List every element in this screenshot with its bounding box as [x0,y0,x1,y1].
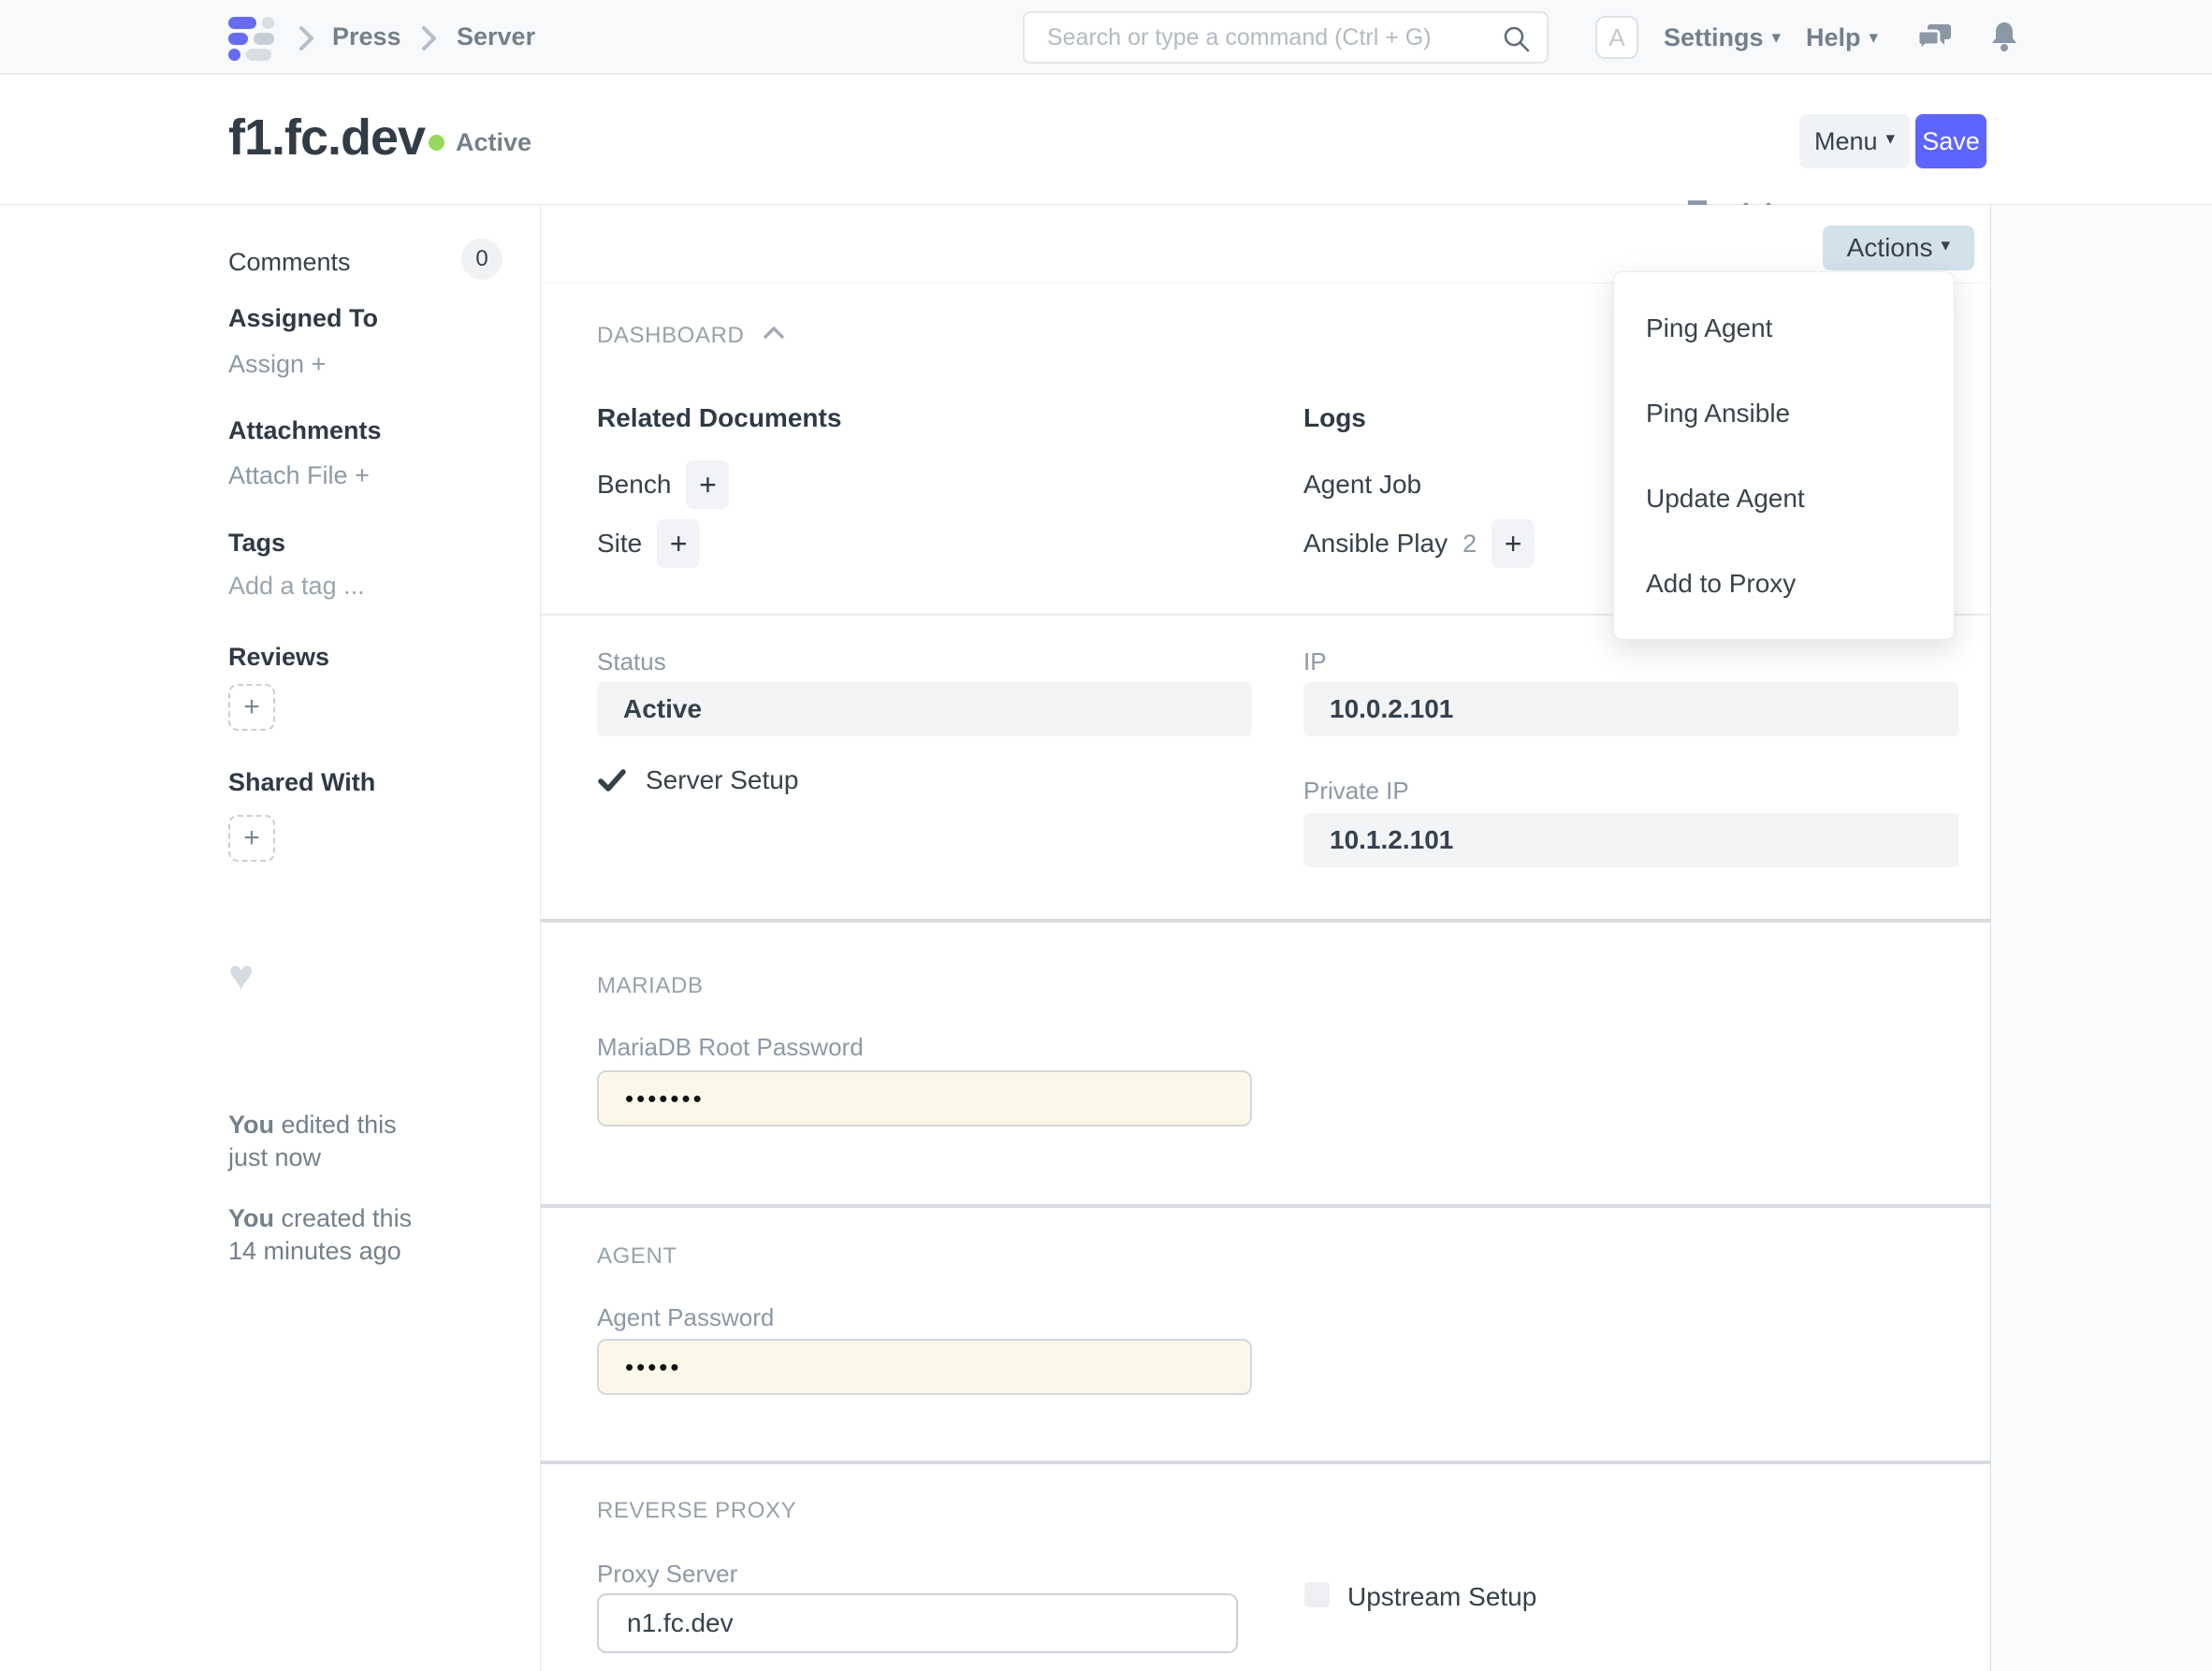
chat-icon[interactable] [1916,22,1954,56]
ansible-play-count: 2 [1463,529,1477,558]
reverse-proxy-section-label[interactable]: REVERSE PROXY [597,1498,797,1523]
plus-icon: + [243,691,260,722]
save-button[interactable]: Save [1915,114,1986,168]
plus-icon: + [311,350,327,378]
related-doc-site-row: Site + [597,519,701,568]
plus-icon: + [669,526,688,560]
menu-button[interactable]: Menu ▾ [1799,114,1910,168]
mariadb-section-label[interactable]: MARIADB [597,973,704,998]
log-ansible-play-row: Ansible Play 2 + [1303,519,1535,568]
server-setup-label: Server Setup [646,765,799,794]
ansible-play-link[interactable]: Ansible Play [1303,529,1448,558]
mariadb-root-password-input[interactable] [597,1070,1252,1126]
form-sidebar: Comments 0 Assigned To Assign + Attachme… [228,205,539,1671]
menu-item-add-to-proxy[interactable]: Add to Proxy [1646,568,1797,598]
actions-dropdown-menu: Ping Agent Ping Ansible Update Agent Add… [1613,271,1955,640]
breadcrumb-item-press[interactable]: Press [332,22,401,51]
site-link[interactable]: Site [597,529,643,558]
share-button[interactable]: + [228,815,275,862]
chevron-down-icon: ▾ [1885,128,1896,149]
attachments-heading: Attachments [228,416,382,444]
page-title: f1.fc.dev [228,109,426,166]
server-setup-checkbox[interactable]: Server Setup [597,765,798,795]
agent-job-link[interactable]: Agent Job [1303,470,1422,499]
related-doc-bench-row: Bench + [597,460,730,509]
chevron-down-icon: ▾ [1941,235,1950,255]
breadcrumb-chevron-icon [299,26,313,51]
agent-password-input[interactable] [597,1339,1252,1395]
navbar: Press Server A Settings▾ Help▾ [0,0,2212,75]
plus-icon: + [243,822,260,853]
collapse-chevron-up-icon[interactable] [762,325,786,341]
comments-link[interactable]: Comments [228,248,351,276]
agent-password-label: Agent Password [597,1303,775,1331]
global-search-input[interactable] [1025,13,1547,62]
settings-menu[interactable]: Settings ▾ [1664,23,1782,51]
form-body: Actions ▾ Ping Agent Ping Ansible Update … [540,205,1991,1671]
mariadb-section: MARIADB MariaDB Root Password [541,926,1990,1208]
breadcrumb-item-server[interactable]: Server [457,22,536,51]
ip-field-value: 10.0.2.101 [1303,682,1958,736]
private-ip-field-label: Private IP [1303,777,1409,805]
chevron-down-icon: ▾ [1771,28,1782,48]
attach-file-button[interactable]: Attach File + [228,461,370,489]
assign-button[interactable]: Assign + [228,350,327,378]
search-icon[interactable] [1502,24,1532,54]
status-indicator-dot [429,135,444,151]
agent-section-label[interactable]: AGENT [597,1243,677,1269]
checkmark-icon [598,769,626,792]
actions-row: Actions ▾ [541,205,1990,283]
app-logo-icon[interactable] [228,14,275,61]
user-avatar[interactable]: A [1595,16,1638,59]
menu-item-ping-agent[interactable]: Ping Agent [1646,312,1773,342]
bench-link[interactable]: Bench [597,470,672,499]
logs-heading: Logs [1303,403,1366,432]
status-field-value: Active [597,682,1252,736]
assigned-to-heading: Assigned To [228,304,379,332]
upstream-setup-checkbox[interactable] [1304,1582,1330,1607]
mariadb-root-password-label: MariaDB Root Password [597,1033,864,1061]
status-section: Status Active Server Setup IP 10.0.2.101… [541,618,1990,923]
actions-button[interactable]: Actions ▾ [1822,225,1974,270]
add-ansible-play-button[interactable]: + [1492,519,1535,568]
status-indicator-label: Active [456,128,532,156]
private-ip-field-value: 10.1.2.101 [1303,813,1958,867]
menu-item-update-agent[interactable]: Update Agent [1646,483,1805,513]
created-timeline-entry: You created this 14 minutes ago [228,1204,413,1265]
dashboard-section-label[interactable]: DASHBOARD [597,323,745,348]
reverse-proxy-section: REVERSE PROXY Proxy Server Upstream Setu… [541,1468,1990,1671]
add-tag-input[interactable]: Add a tag ... [228,572,365,600]
like-heart-icon[interactable]: ♥ [228,951,255,999]
plus-icon: + [699,467,717,501]
tags-heading: Tags [228,529,286,557]
shared-with-heading: Shared With [228,768,376,796]
add-bench-button[interactable]: + [686,460,730,509]
menu-item-ping-ansible[interactable]: Ping Ansible [1646,398,1791,428]
bell-icon[interactable] [1989,21,2019,56]
upstream-setup-label: Upstream Setup [1347,1582,1537,1611]
dashboard-section: DASHBOARD Related Documents Bench + Site… [541,283,1990,616]
plus-icon: + [1504,526,1522,560]
status-field-label: Status [597,647,666,676]
plus-icon: + [355,461,370,489]
ip-field-label: IP [1303,647,1327,676]
related-documents-heading: Related Documents [597,403,842,432]
edited-timeline-entry: You edited this just now [228,1111,397,1171]
comments-count-badge: 0 [461,239,502,280]
proxy-server-input[interactable] [597,1593,1238,1653]
add-site-button[interactable]: + [657,519,701,568]
add-review-button[interactable]: + [228,684,275,731]
help-menu[interactable]: Help ▾ [1806,23,1879,51]
page-body: Comments 0 Assigned To Assign + Attachme… [0,205,2212,1671]
reviews-heading: Reviews [228,643,330,671]
chevron-down-icon: ▾ [1869,28,1879,48]
page-background-strip [1992,205,2212,1671]
breadcrumb-chevron-icon [422,26,436,51]
page-head: f1.fc.dev Active Menu ▾ Save [0,75,2212,233]
global-search [1023,11,1549,64]
proxy-server-label: Proxy Server [597,1560,738,1588]
log-agent-job-row: Agent Job [1303,460,1421,509]
agent-section: AGENT Agent Password [541,1212,1990,1464]
